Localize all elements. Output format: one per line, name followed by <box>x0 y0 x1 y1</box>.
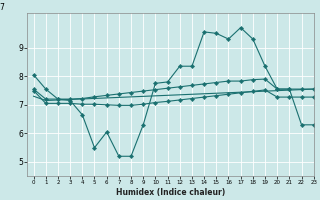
X-axis label: Humidex (Indice chaleur): Humidex (Indice chaleur) <box>116 188 225 197</box>
Text: 7: 7 <box>0 3 4 12</box>
